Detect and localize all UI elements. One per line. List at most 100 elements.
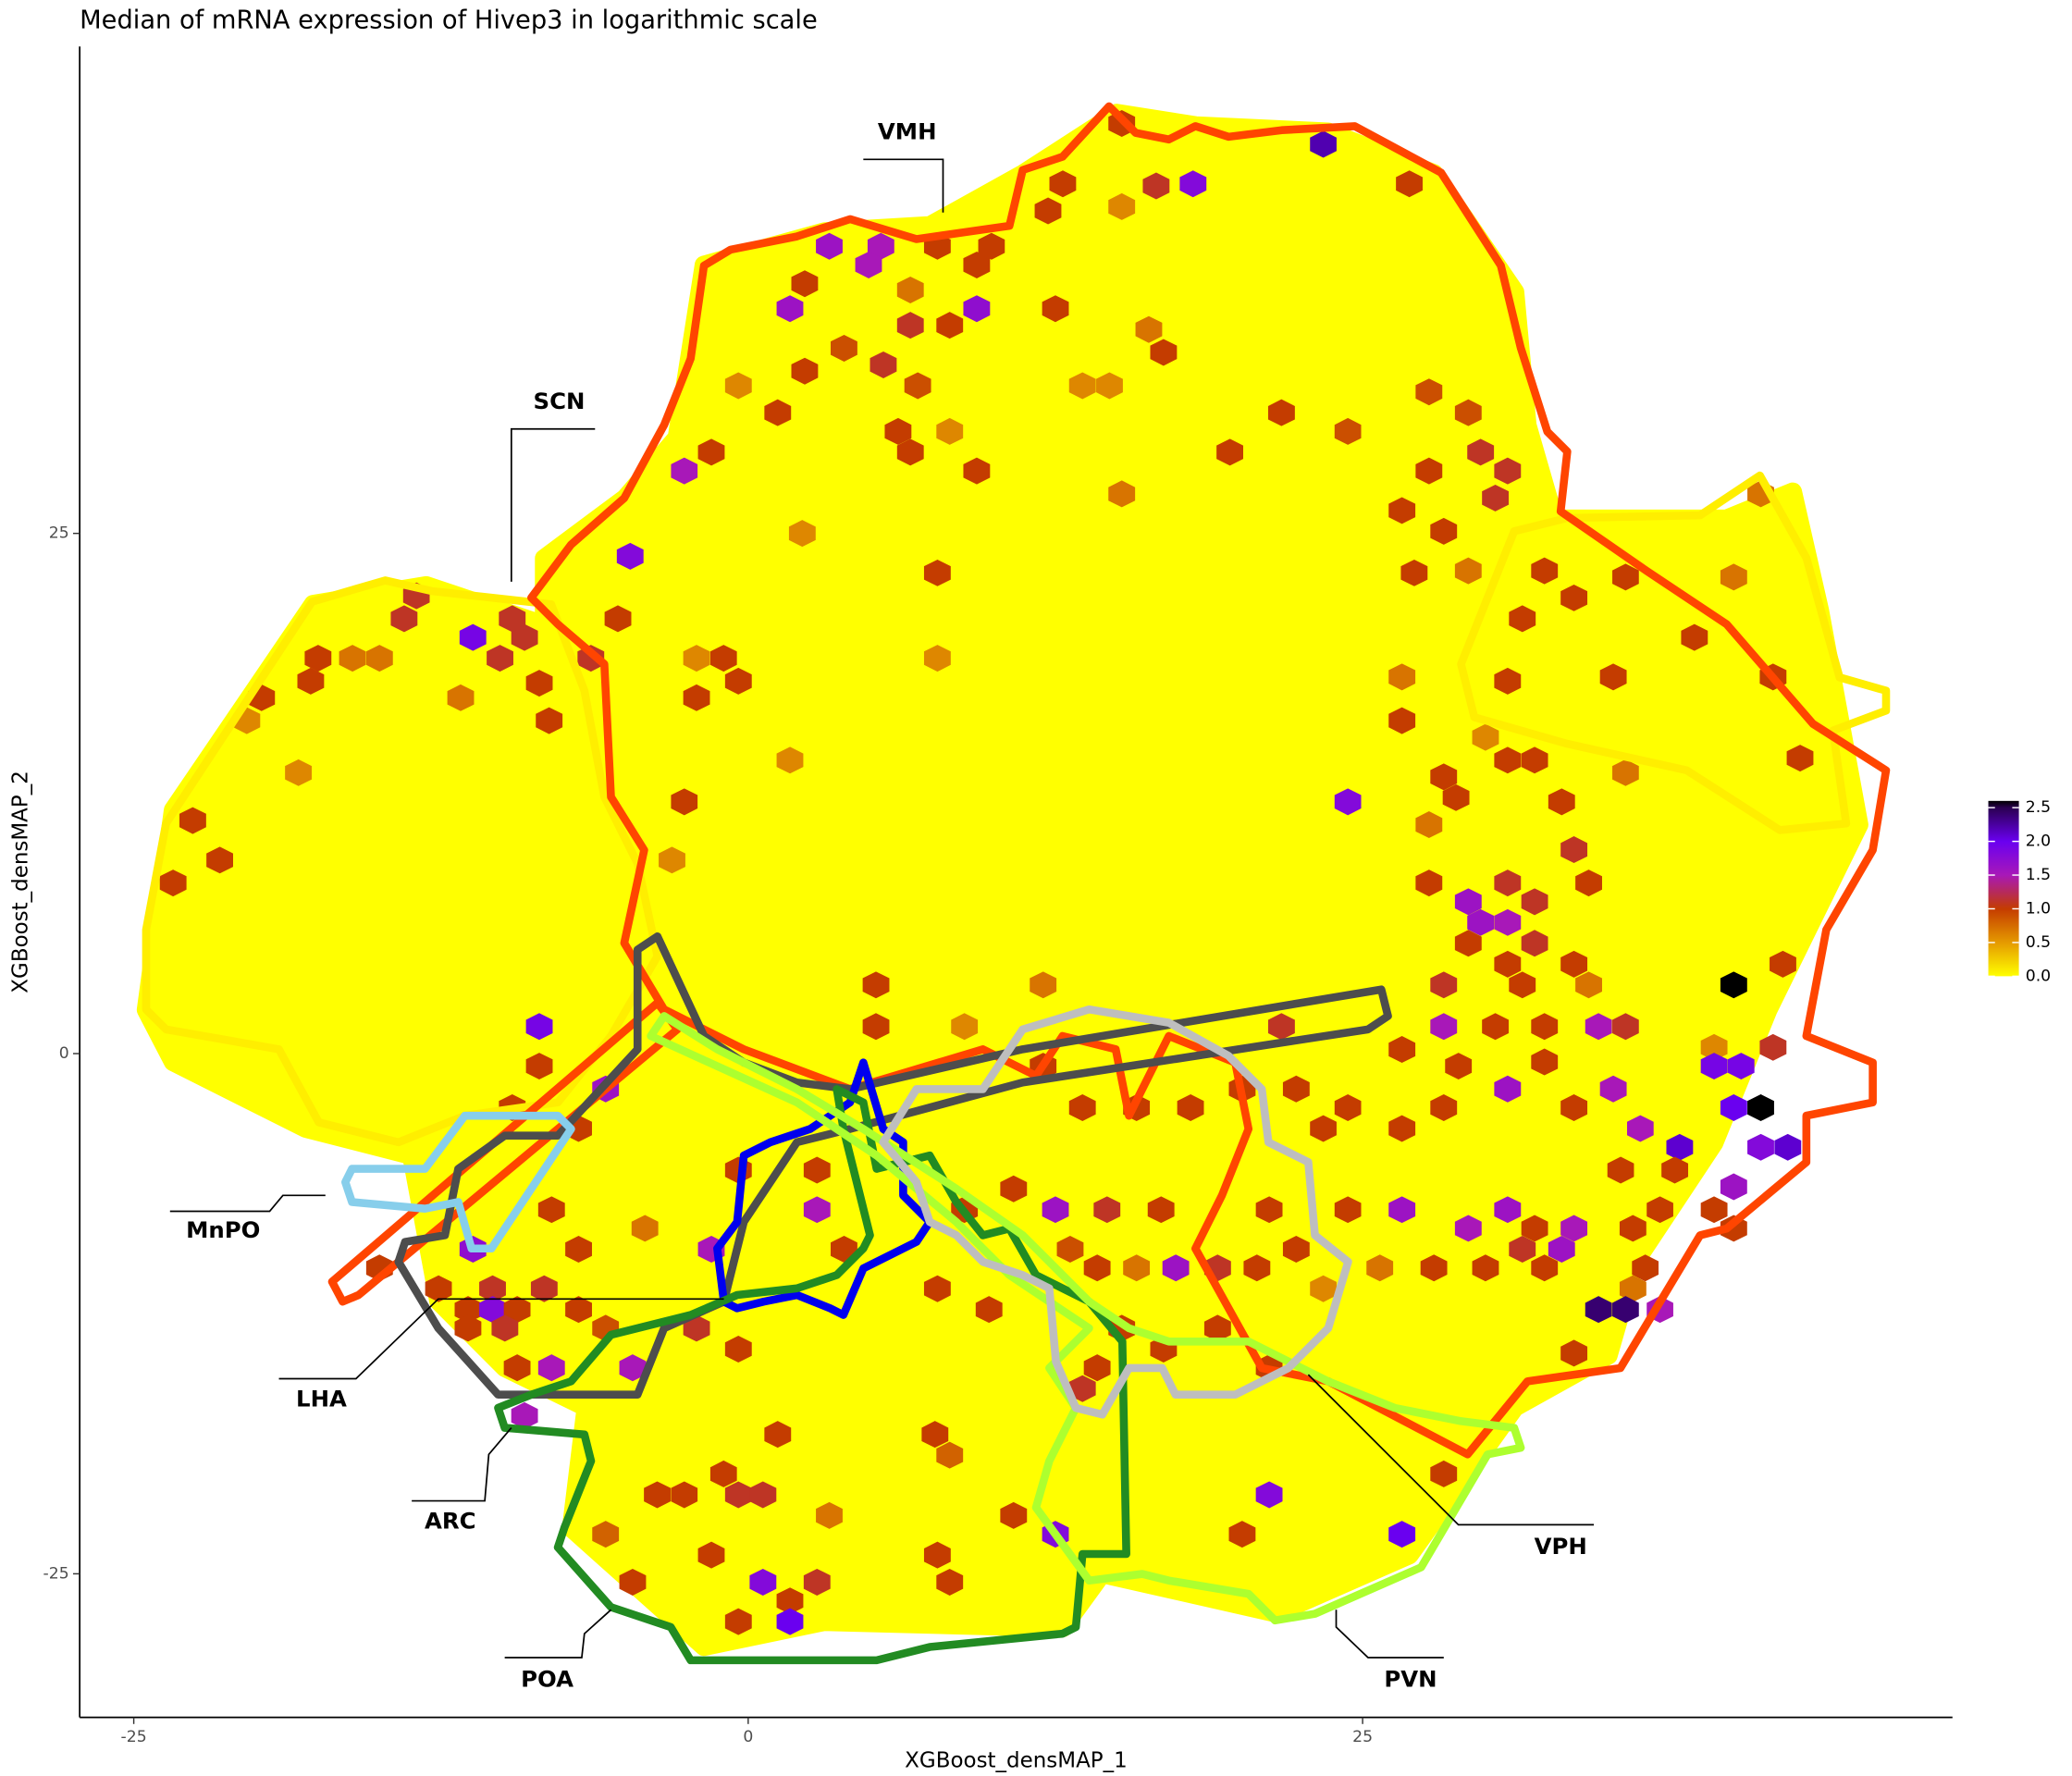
hexbin: [936, 1441, 964, 1469]
hexbin: [1700, 1196, 1728, 1224]
hexbin: [1467, 438, 1495, 466]
hexbin: [1310, 1115, 1337, 1142]
overlay: 0.0 0.5 1.0 1.5 2.0 2.5 VMH SCN MnPO LHA ARC POA PVN…: [186, 118, 2051, 1693]
hexbin: [1442, 783, 1470, 811]
hexbin: [803, 1156, 831, 1184]
hexbin: [1521, 746, 1548, 774]
hexbin: [1521, 888, 1548, 916]
colorbar-tick-label: 2.0: [2026, 832, 2051, 851]
hexbin: [1388, 663, 1416, 691]
hexbin: [536, 707, 563, 734]
hexbin: [503, 1354, 531, 1382]
hexbin: [1494, 457, 1522, 485]
contour-yellow: [1457, 471, 1891, 834]
hexbin: [1430, 1013, 1458, 1041]
hexbin: [604, 605, 632, 633]
hexbin: [1531, 557, 1559, 585]
hexbin: [776, 1608, 804, 1635]
hexbin: [1700, 1033, 1728, 1061]
hexbin: [1042, 1196, 1069, 1224]
hexbin: [1388, 1196, 1416, 1224]
plot-root: Median of mRNA expression of Hivep3 in l…: [8, 6, 2051, 1772]
x-tick-label: -25: [121, 1728, 147, 1746]
hexbin: [1108, 192, 1136, 220]
contour-lightgreen: [647, 1012, 1525, 1625]
hexbin: [1135, 315, 1163, 343]
hexbin: [1388, 1115, 1416, 1142]
region-contours: [142, 102, 1891, 1665]
hexbin: [1548, 1235, 1575, 1263]
hexbin: [1700, 1053, 1728, 1079]
hexbin: [791, 357, 819, 385]
region-label: LHA: [296, 1385, 347, 1412]
hexbin: [1531, 1048, 1559, 1076]
region-label: VMH: [878, 118, 937, 145]
chart-title: Median of mRNA expression of Hivep3 in l…: [80, 6, 818, 34]
hexbin: [1747, 1094, 1774, 1122]
colorbar-tick-label: 0.0: [2026, 967, 2051, 985]
hexbin: [285, 758, 313, 786]
hexbin: [671, 788, 698, 816]
hexbin: [1454, 930, 1482, 957]
hexbin: [1472, 723, 1499, 751]
hexbin: [1243, 1254, 1271, 1282]
axes: XGBoost_densMAP_1 XGBoost_densMAP_2 -25 0…: [8, 46, 1953, 1773]
hexbin: [1068, 1375, 1096, 1402]
hexbin: [1454, 557, 1482, 585]
hexbin: [1472, 1254, 1499, 1282]
hexbin: [870, 351, 897, 378]
leader-lines: [169, 158, 1595, 1659]
hexbin: [479, 1275, 506, 1302]
hexbin: [1415, 457, 1443, 485]
leader-line: [169, 1194, 326, 1213]
hexbin: [1396, 170, 1423, 198]
hexbin: [339, 645, 366, 672]
leader-line: [863, 158, 944, 213]
hexbin: [724, 372, 752, 400]
hexbin: [1632, 1254, 1659, 1282]
hexbin: [724, 1335, 752, 1363]
hexbin: [896, 312, 924, 339]
hexbin: [1430, 517, 1458, 545]
hexbin: [1661, 1156, 1689, 1184]
region-label: ARC: [425, 1508, 476, 1535]
hexbin: [816, 1501, 843, 1529]
hexbin: [1228, 1521, 1256, 1548]
hexbin: [1494, 746, 1522, 774]
hexbin: [491, 1314, 519, 1342]
hexbin: [1585, 1296, 1612, 1324]
leader-line: [510, 427, 596, 582]
hexbin: [936, 312, 964, 339]
hexbin: [1334, 417, 1362, 445]
x-axis-title: XGBoost_densMAP_1: [905, 1749, 1128, 1773]
hexbin: [1034, 197, 1062, 225]
y-tick-label: 0: [59, 1044, 69, 1063]
hexbin: [503, 1296, 531, 1324]
leader-line: [412, 1427, 512, 1502]
hexbin: [1162, 1254, 1190, 1282]
hexbin: [1388, 707, 1416, 734]
hexbin: [724, 1608, 752, 1635]
hexbin: [1720, 1094, 1747, 1122]
hexbin: [454, 1314, 482, 1342]
hexbin: [683, 684, 710, 711]
hexbin: [1430, 971, 1458, 999]
colorbar-tick-label: 0.5: [2026, 933, 2051, 952]
hexbin: [862, 971, 890, 999]
hexbin: [425, 1275, 452, 1302]
region-label: PVN: [1384, 1665, 1437, 1692]
hexbin: [1179, 170, 1207, 198]
hexbin: [1612, 1296, 1639, 1324]
hexbin: [1619, 1275, 1646, 1302]
hexbin: [697, 1541, 725, 1569]
colorbar-tick-label: 2.5: [2026, 798, 2051, 817]
hexbin: [1388, 1036, 1416, 1064]
hexbin: [671, 457, 698, 485]
hexbin: [1770, 950, 1796, 978]
hexbin: [1521, 1215, 1548, 1242]
zero-density-area: [136, 104, 1868, 1657]
hexbin: [1108, 480, 1136, 508]
hexbin: [511, 623, 538, 651]
hexbin: [1454, 1215, 1482, 1242]
hexbin: [1454, 399, 1482, 426]
